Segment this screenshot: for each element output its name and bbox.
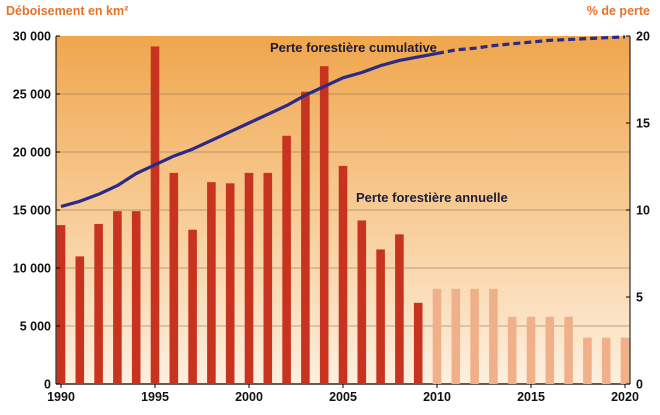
bar-annual [413, 302, 423, 384]
bar-projected [470, 288, 479, 384]
x-tick-label: 2010 [423, 390, 451, 404]
annotation-cumulative: Perte forestière cumulative [270, 40, 437, 55]
bar-annual [225, 183, 235, 384]
y-tick-label-left: 0 [44, 378, 51, 392]
y-tick-label-right: 20 [636, 30, 650, 44]
x-tick-label: 2005 [329, 390, 357, 404]
y-tick-label-left: 25 000 [13, 88, 51, 102]
bar-projected [451, 288, 461, 384]
y-tick-label-left: 10 000 [13, 262, 51, 276]
bar-annual [169, 172, 179, 384]
bar-annual [357, 220, 367, 384]
bar-annual [319, 66, 329, 384]
bar-projected [564, 316, 573, 384]
y-tick-label-right: 0 [636, 378, 643, 392]
y-axis-label-right: % de perte [586, 4, 650, 18]
y-tick-label-left: 20 000 [13, 146, 51, 160]
bar-annual [338, 165, 348, 384]
y-axis-label-left: Déboisement en km² [6, 4, 129, 18]
y-tick-label-left: 15 000 [13, 204, 51, 218]
y-tick-label-left: 30 000 [13, 30, 51, 44]
bar-projected [620, 337, 630, 384]
bar-annual [282, 135, 291, 384]
bar-projected [545, 316, 555, 384]
bar-annual [301, 91, 310, 385]
bar-projected [432, 288, 442, 384]
bar-annual [75, 256, 85, 384]
bar-annual [188, 229, 197, 384]
y-tick-label-right: 5 [636, 291, 643, 305]
line-cumulative [60, 51, 438, 209]
bar-annual [376, 249, 385, 384]
bar-projected [489, 288, 498, 384]
x-tick-label: 2020 [611, 390, 639, 404]
x-tick-label: 1990 [47, 390, 75, 404]
bar-projected [583, 337, 592, 384]
bar-annual [150, 46, 160, 384]
y-tick-label-left: 5 000 [20, 320, 51, 334]
x-tick-label: 2000 [235, 390, 263, 404]
x-tick-label: 2015 [517, 390, 545, 404]
bar-annual [207, 182, 216, 384]
bar-projected [507, 316, 517, 384]
bar-annual [263, 172, 273, 384]
bar-annual [395, 234, 404, 384]
bar-annual [131, 211, 141, 384]
bar-projected [526, 316, 536, 384]
y-tick-label-right: 15 [636, 117, 650, 131]
line-cumulative-projection [436, 35, 626, 55]
y-tick-label-right: 10 [636, 204, 650, 218]
bar-annual [244, 172, 254, 384]
bar-annual [56, 225, 66, 384]
annotation-annual: Perte forestière annuelle [356, 190, 508, 205]
bar-projected [601, 337, 611, 384]
x-tick-label: 1995 [141, 390, 169, 404]
bar-annual [94, 223, 103, 384]
bar-annual [113, 211, 122, 384]
